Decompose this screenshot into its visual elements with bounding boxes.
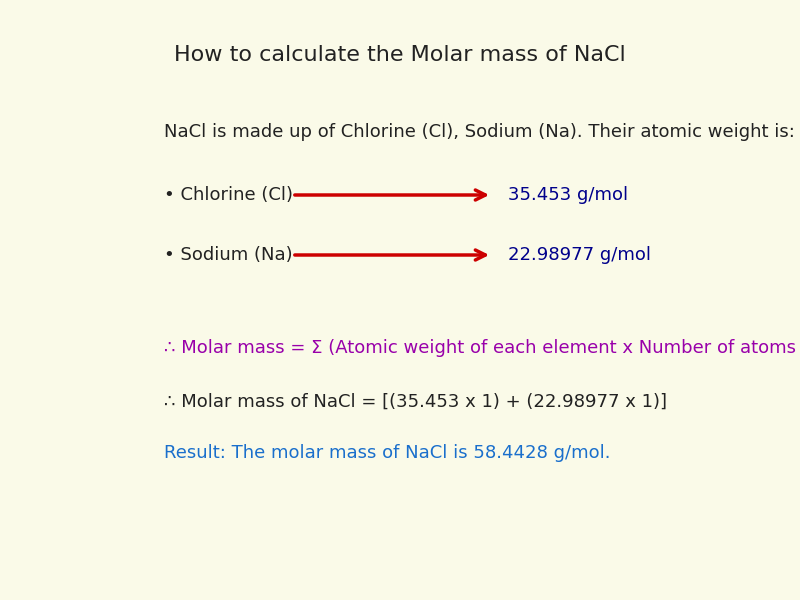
Text: 22.98977 g/mol: 22.98977 g/mol	[508, 246, 651, 264]
Text: How to calculate the Molar mass of NaCl: How to calculate the Molar mass of NaCl	[174, 45, 626, 65]
Text: • Chlorine (Cl): • Chlorine (Cl)	[164, 186, 293, 204]
Text: 35.453 g/mol: 35.453 g/mol	[508, 186, 628, 204]
Text: ∴ Molar mass = Σ (Atomic weight of each element x Number of atoms: ∴ Molar mass = Σ (Atomic weight of each …	[164, 339, 796, 357]
Text: NaCl is made up of Chlorine (Cl), Sodium (Na). Their atomic weight is:: NaCl is made up of Chlorine (Cl), Sodium…	[164, 123, 795, 141]
Text: • Sodium (Na): • Sodium (Na)	[164, 246, 293, 264]
Text: Result: The molar mass of NaCl is 58.4428 g/mol.: Result: The molar mass of NaCl is 58.442…	[164, 444, 610, 462]
Text: ∴ Molar mass of NaCl = [(35.453 x 1) + (22.98977 x 1)]: ∴ Molar mass of NaCl = [(35.453 x 1) + (…	[164, 393, 667, 411]
